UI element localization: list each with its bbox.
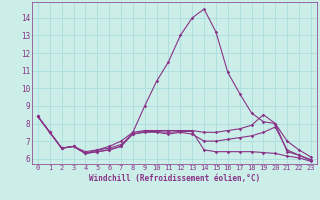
- X-axis label: Windchill (Refroidissement éolien,°C): Windchill (Refroidissement éolien,°C): [89, 174, 260, 183]
